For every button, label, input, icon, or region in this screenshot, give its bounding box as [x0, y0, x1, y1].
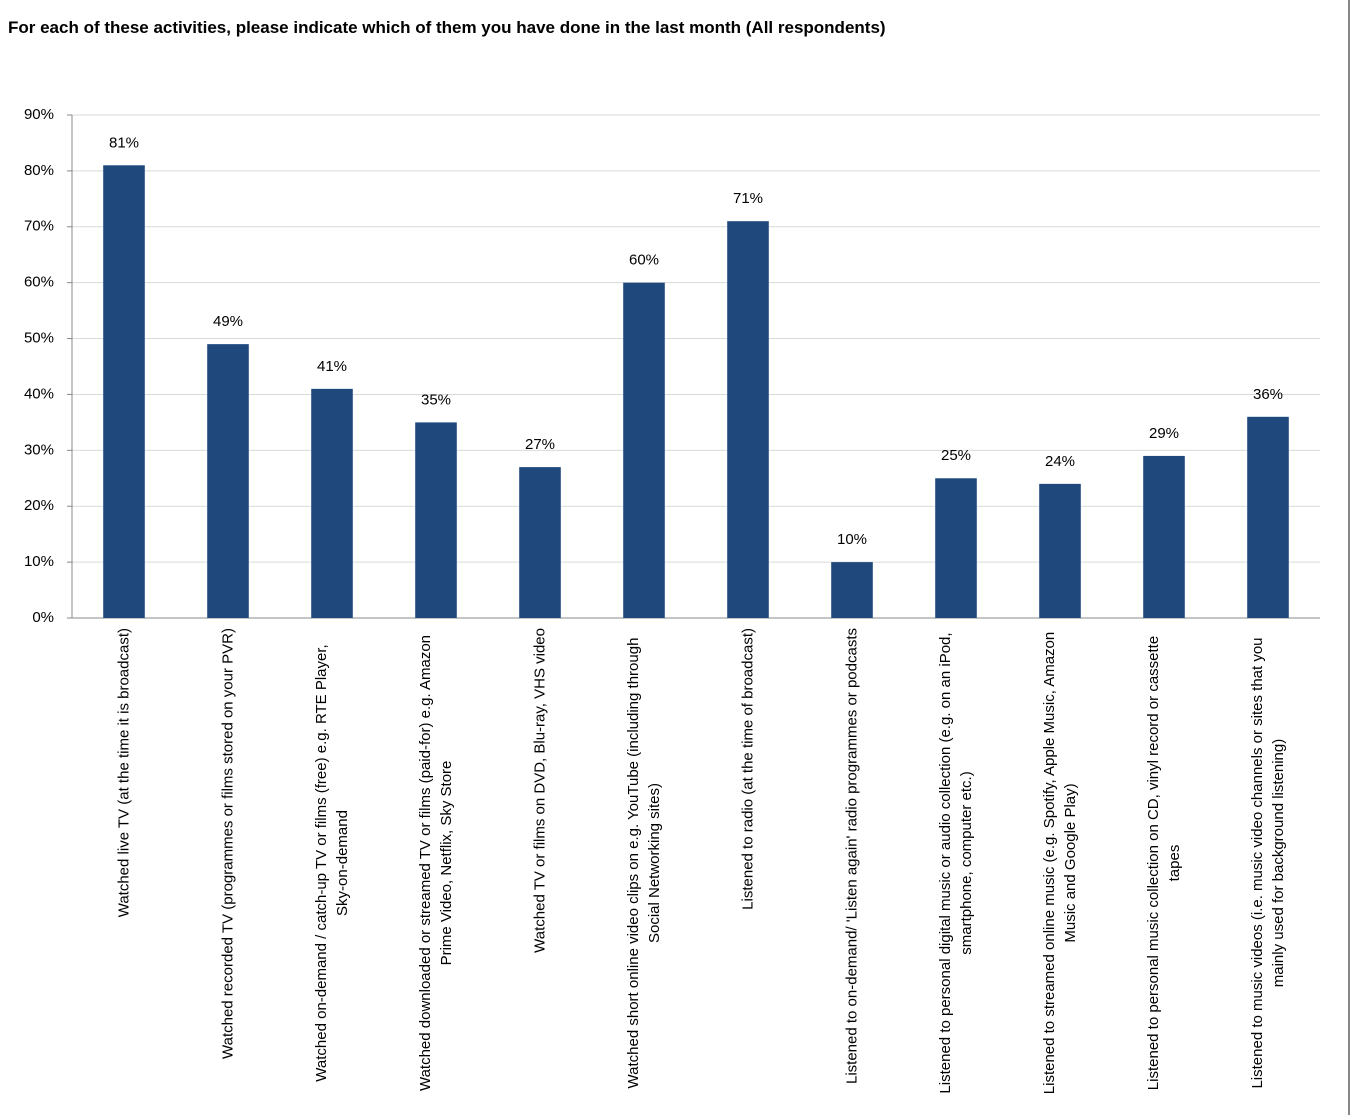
- y-tick-label: 50%: [24, 330, 54, 347]
- y-tick-label: 30%: [24, 441, 54, 458]
- value-label: 25%: [941, 447, 971, 464]
- x-tick-label: Listened to personal digital music or au…: [937, 632, 975, 1094]
- bar: [415, 422, 457, 618]
- bar: [623, 282, 665, 618]
- x-tick-label-box: Listened to personal digital music or au…: [935, 628, 977, 1103]
- x-tick-label: Watched on-demand / catch-up TV or films…: [313, 644, 351, 1082]
- value-label: 36%: [1253, 386, 1283, 403]
- x-tick-label-box: Listened to personal music collection on…: [1143, 628, 1185, 1103]
- bar: [727, 221, 769, 618]
- value-label: 71%: [733, 190, 763, 207]
- x-tick-label-box: Watched on-demand / catch-up TV or films…: [311, 628, 353, 1103]
- x-tick-label: Listened to streamed online music (e.g. …: [1041, 631, 1079, 1095]
- y-tick-label: 90%: [24, 106, 54, 123]
- x-tick-label: Watched short online video clips on e.g.…: [625, 637, 663, 1089]
- x-tick-label-box: Watched live TV (at the time it is broad…: [114, 628, 135, 1103]
- x-tick-label: Watched live TV (at the time it is broad…: [115, 628, 133, 918]
- x-tick-label-box: Listened to music videos (i.e. music vid…: [1247, 628, 1289, 1103]
- x-tick-label: Watched recorded TV (programmes or films…: [219, 628, 237, 1059]
- x-tick-label-box: Watched downloaded or streamed TV or fil…: [415, 628, 457, 1103]
- x-tick-label: Listened to radio (at the time of broadc…: [739, 628, 757, 910]
- bar: [311, 388, 353, 618]
- x-tick-label: Watched downloaded or streamed TV or fil…: [417, 634, 455, 1092]
- value-label: 60%: [629, 252, 659, 269]
- bar: [1247, 416, 1289, 618]
- y-tick-label: 70%: [24, 218, 54, 235]
- x-tick-label-box: Watched short online video clips on e.g.…: [623, 628, 665, 1103]
- y-tick-label: 40%: [24, 385, 54, 402]
- y-tick-label: 20%: [24, 497, 54, 514]
- x-tick-label: Watched TV or films on DVD, Blu-ray, VHS…: [531, 628, 549, 953]
- bar: [103, 165, 145, 619]
- y-tick-label: 80%: [24, 162, 54, 179]
- y-tick-label: 0%: [32, 609, 54, 626]
- y-tick-label: 10%: [24, 553, 54, 570]
- bar: [519, 467, 561, 618]
- x-tick-label-box: Watched recorded TV (programmes or films…: [218, 628, 239, 1103]
- bar: [207, 344, 249, 618]
- bar: [1039, 483, 1081, 618]
- bar: [831, 562, 873, 618]
- x-tick-label-box: Listened to on-demand/ 'Listen again' ra…: [842, 628, 863, 1103]
- x-tick-label-box: Watched TV or films on DVD, Blu-ray, VHS…: [530, 628, 551, 1103]
- x-tick-label: Listened to on-demand/ 'Listen again' ra…: [843, 628, 861, 1084]
- value-label: 41%: [317, 358, 347, 375]
- x-tick-label: Listened to personal music collection on…: [1145, 635, 1183, 1091]
- x-tick-label-box: Listened to radio (at the time of broadc…: [738, 628, 759, 1103]
- value-label: 81%: [109, 134, 139, 151]
- value-label: 49%: [213, 313, 243, 330]
- bar: [1143, 455, 1185, 618]
- x-tick-label-box: Listened to streamed online music (e.g. …: [1039, 628, 1081, 1103]
- chart-title: For each of these activities, please ind…: [8, 18, 886, 37]
- y-tick-label: 60%: [24, 274, 54, 291]
- value-label: 29%: [1149, 425, 1179, 442]
- x-tick-label: Listened to music videos (i.e. music vid…: [1249, 637, 1287, 1089]
- value-label: 35%: [421, 391, 451, 408]
- value-label: 24%: [1045, 453, 1075, 470]
- value-label: 27%: [525, 436, 555, 453]
- value-label: 10%: [837, 531, 867, 548]
- bar: [935, 478, 977, 618]
